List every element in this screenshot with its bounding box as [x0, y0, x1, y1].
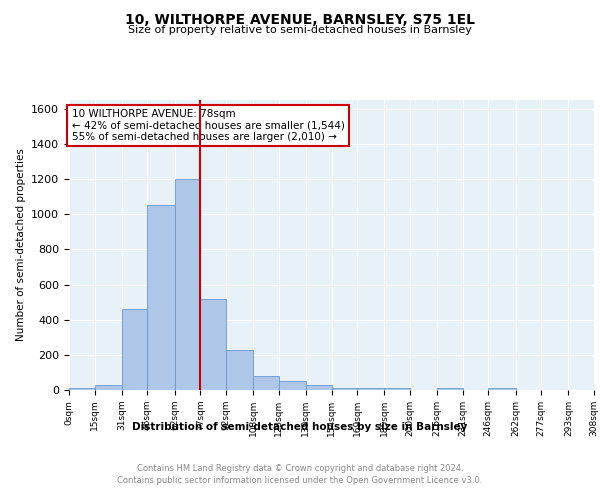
Text: Distribution of semi-detached houses by size in Barnsley: Distribution of semi-detached houses by … — [133, 422, 467, 432]
Bar — [175, 179, 200, 390]
Bar — [437, 388, 463, 390]
Text: Contains HM Land Registry data © Crown copyright and database right 2024.: Contains HM Land Registry data © Crown c… — [137, 464, 463, 473]
Bar — [122, 309, 148, 390]
Bar — [226, 350, 253, 390]
Text: 10, WILTHORPE AVENUE, BARNSLEY, S75 1EL: 10, WILTHORPE AVENUE, BARNSLEY, S75 1EL — [125, 12, 475, 26]
Text: Contains public sector information licensed under the Open Government Licence v3: Contains public sector information licen… — [118, 476, 482, 485]
Y-axis label: Number of semi-detached properties: Number of semi-detached properties — [16, 148, 26, 342]
Bar — [357, 388, 385, 390]
Bar — [306, 384, 331, 390]
Bar — [69, 388, 95, 390]
Bar — [200, 298, 226, 390]
Bar — [385, 388, 410, 390]
Bar — [253, 376, 278, 390]
Bar — [95, 384, 122, 390]
Bar — [278, 381, 306, 390]
Bar — [148, 206, 175, 390]
Bar — [331, 388, 357, 390]
Text: 10 WILTHORPE AVENUE: 78sqm
← 42% of semi-detached houses are smaller (1,544)
55%: 10 WILTHORPE AVENUE: 78sqm ← 42% of semi… — [71, 108, 344, 142]
Text: Size of property relative to semi-detached houses in Barnsley: Size of property relative to semi-detach… — [128, 25, 472, 35]
Bar — [488, 388, 515, 390]
